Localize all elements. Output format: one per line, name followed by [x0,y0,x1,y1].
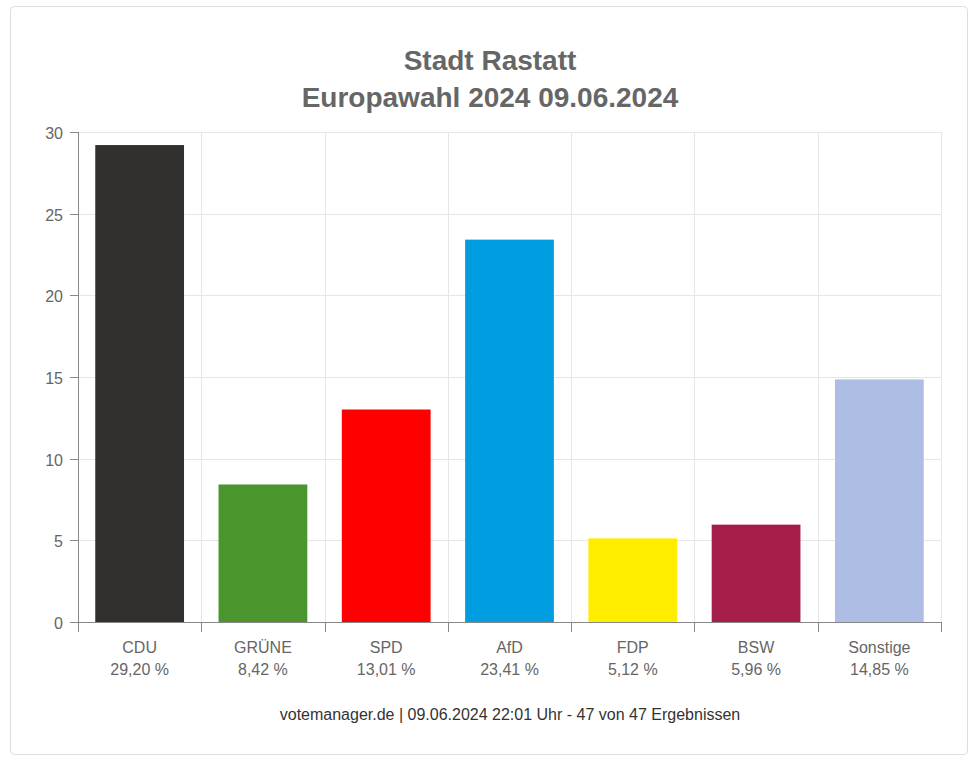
bar [95,145,184,622]
y-tick-label: 25 [45,207,63,224]
data-label: 29,20 % [110,661,169,678]
x-tick-label: SPD [370,639,403,656]
x-axis [78,622,941,623]
subtitle: Europawahl 2024 09.06.2024 [302,82,679,113]
y-tick-label: 0 [54,615,63,632]
x-tick [201,622,202,632]
hgrid [78,132,941,133]
grid [70,132,942,623]
x-tick-label: AfD [496,639,523,656]
footer: votemanager.de | 09.06.2024 22:01 Uhr - … [280,706,740,723]
card [11,7,968,755]
x-tick [571,622,572,632]
data-label: 14,85 % [850,661,909,678]
x-tick [694,622,695,632]
data-label: 5,96 % [731,661,781,678]
bar [588,538,677,622]
y-tick [70,214,78,215]
y-tick [70,622,78,623]
y-tick [70,132,78,133]
hgrid [78,214,941,215]
y-tick-label: 20 [45,288,63,305]
y-tick [70,377,78,378]
x-tick-label: Sonstige [848,639,910,656]
hgrid [78,622,941,623]
y-tick [70,540,78,541]
bar [342,410,431,622]
data-label: 8,42 % [238,661,288,678]
x-tick [448,622,449,632]
y-tick-label: 10 [45,452,63,469]
x-tick-label: GRÜNE [234,639,292,656]
bar [465,240,554,622]
bar [835,379,924,622]
x-tick [818,622,819,632]
chart: Stadt Rastatt Europawahl 2024 09.06.2024 0… [0,0,978,761]
bars [95,145,923,622]
data-label: 13,01 % [357,661,416,678]
x-tick [325,622,326,632]
y-tick-label: 15 [45,370,63,387]
data-label: 23,41 % [480,661,539,678]
x-tick [941,622,942,632]
y-tick [70,295,78,296]
y-tick [70,459,78,460]
bar [219,484,308,622]
x-tick [78,622,79,632]
y-tick-label: 30 [45,125,63,142]
x-tick-label: CDU [122,639,157,656]
x-tick-label: FDP [617,639,649,656]
x-tick-label: BSW [738,639,775,656]
vgrid [941,132,942,622]
bar [712,525,801,622]
data-label: 5,12 % [608,661,658,678]
y-axis [78,132,79,632]
title: Stadt Rastatt [404,45,577,76]
y-tick-label: 5 [54,533,63,550]
